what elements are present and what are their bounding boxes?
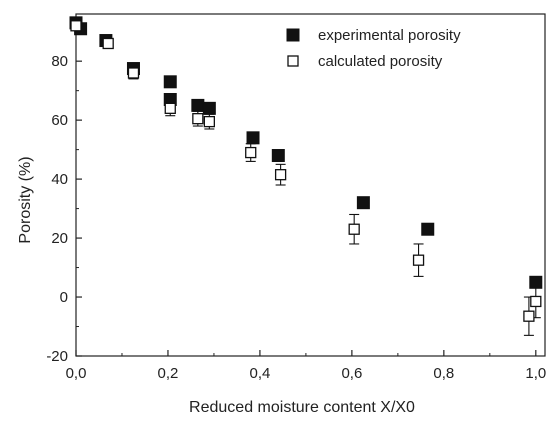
calculated-point [523,310,535,322]
x-tick-label: 1,0 [525,365,546,382]
calculated-point [203,115,215,128]
calculated-point [274,169,287,181]
experimental-point [529,275,543,289]
y-axis-title: Porosity (%) [17,156,34,243]
y-tick-label: 20 [51,230,68,247]
x-tick-label: 0,4 [249,365,270,382]
experimental-point [421,222,435,236]
x-axis: 0,0 0,2 0,4 0,6 0,8 1,0 [66,350,546,382]
experimental-point [191,98,205,112]
calculated-point [530,295,542,308]
calculated-point [70,20,82,32]
y-tick-label: 40 [51,171,68,188]
experimental-point [202,101,216,115]
calculated-point [192,113,204,125]
y-tick-label: 80 [51,53,68,70]
legend-label: experimental porosity [318,27,461,44]
calculated-point [412,254,425,266]
experimental-point [356,196,370,210]
legend-marker [286,28,300,42]
legend: experimental porosity calculated porosity [286,27,461,70]
calculated-point [127,67,140,79]
calculated-point [348,223,360,235]
data-markers [69,16,543,322]
legend-label: calculated porosity [318,53,443,70]
plot-frame [75,13,546,357]
experimental-point [163,75,177,89]
y-tick-label: 60 [51,112,68,129]
y-tick-label: -20 [46,348,68,365]
legend-marker [287,55,299,67]
experimental-point [246,131,260,145]
x-tick-label: 0,6 [341,365,362,382]
x-tick-label: 0,8 [433,365,454,382]
x-axis-title: Reduced moisture content X/X0 [189,399,415,416]
calculated-point [102,37,114,50]
calculated-point [164,102,176,114]
experimental-point [271,149,285,163]
plot-border [75,13,546,357]
x-tick-label: 0,0 [66,365,87,382]
error-bars [71,20,541,336]
calculated-point [245,146,257,159]
y-axis: -20 0 20 40 60 80 [46,31,82,365]
y-tick-label: 0 [60,289,68,306]
x-tick-label: 0,2 [158,365,179,382]
